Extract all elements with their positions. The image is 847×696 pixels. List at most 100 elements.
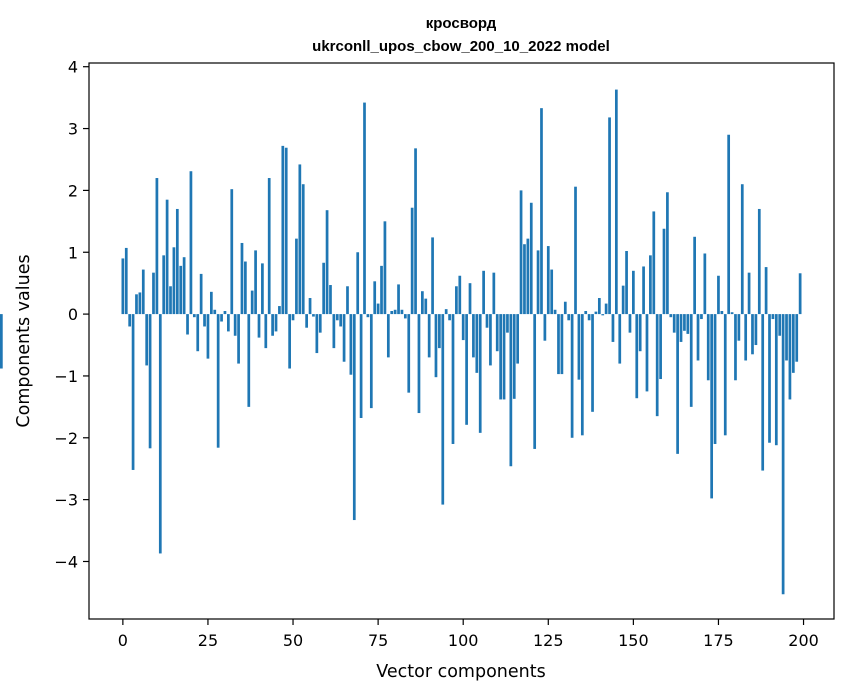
bar-138 <box>591 314 594 412</box>
bar-5 <box>138 292 142 315</box>
bar-11 <box>158 314 162 554</box>
bar-191 <box>771 314 775 320</box>
bar-140 <box>597 298 601 315</box>
bar-89 <box>424 298 428 315</box>
bar-182 <box>740 184 744 315</box>
bar-197 <box>791 314 795 373</box>
x-axis-label: Vector components <box>376 662 545 682</box>
bar-133 <box>574 186 577 315</box>
bar-168 <box>693 236 696 315</box>
bar-127 <box>553 309 557 315</box>
bar-104 <box>475 314 479 373</box>
bar-106 <box>482 270 485 315</box>
bar-186 <box>754 314 758 346</box>
chart-title-line-2: ukrconll_upos_cbow_200_10_2022 model <box>312 38 610 55</box>
bar-117 <box>519 190 523 315</box>
bar-78 <box>386 314 390 358</box>
bar-141 <box>601 314 605 316</box>
bar-159 <box>662 228 666 315</box>
bar-155 <box>649 255 652 315</box>
bar-147 <box>621 285 625 315</box>
bar-13 <box>165 199 169 315</box>
bar-82 <box>400 309 404 315</box>
bar-53 <box>301 184 305 315</box>
bar-112 <box>502 314 506 400</box>
bar-9 <box>152 272 155 315</box>
bar-84 <box>407 314 411 393</box>
bar-174 <box>713 314 717 444</box>
bar-35 <box>240 242 244 315</box>
bar-18 <box>182 257 186 315</box>
bar-139 <box>594 311 598 315</box>
x-tick-label-50: 50 <box>283 631 303 650</box>
bar-64 <box>339 314 343 327</box>
bar-63 <box>335 314 339 321</box>
bar-24 <box>203 314 206 327</box>
bar-153 <box>642 266 645 315</box>
bar-undefined <box>0 314 3 369</box>
bar-25 <box>206 314 210 359</box>
bar-17 <box>179 265 183 315</box>
bar-98 <box>455 286 458 315</box>
bar-76 <box>380 265 383 315</box>
bar-145 <box>614 89 618 315</box>
bar-81 <box>397 284 400 315</box>
y-tick-label-4: 4 <box>68 58 78 77</box>
y-tick-label--1: −1 <box>54 367 78 386</box>
x-tick-label-0: 0 <box>118 631 128 650</box>
bar-56 <box>312 314 315 317</box>
bar-163 <box>676 314 679 454</box>
bar-115 <box>512 314 516 399</box>
bar-32 <box>230 189 234 315</box>
bar-144 <box>611 314 615 342</box>
x-tick-label-25: 25 <box>198 631 218 650</box>
bar-114 <box>509 314 513 467</box>
bar-111 <box>499 314 502 400</box>
bar-34 <box>237 314 240 364</box>
bar-66 <box>346 286 349 315</box>
bar-157 <box>655 314 659 417</box>
bar-43 <box>267 178 271 315</box>
bar-146 <box>618 314 622 364</box>
bar-107 <box>485 314 489 328</box>
bar-158 <box>659 314 662 380</box>
plot-frame <box>88 62 835 620</box>
bar-44 <box>271 314 274 336</box>
x-tick-label-75: 75 <box>368 631 388 650</box>
bar-173 <box>710 314 714 499</box>
bar-62 <box>332 314 336 349</box>
bar-94 <box>441 314 445 505</box>
bar-103 <box>472 314 475 358</box>
bar-149 <box>628 314 632 333</box>
x-tick-label-150: 150 <box>618 631 649 650</box>
bar-198 <box>795 314 799 362</box>
bar-2 <box>128 314 132 327</box>
bar-67 <box>349 314 353 375</box>
bar-142 <box>604 303 608 315</box>
bar-161 <box>669 314 673 318</box>
bar-90 <box>427 314 431 358</box>
bar-120 <box>529 202 533 315</box>
bar-1 <box>124 247 128 315</box>
bar-135 <box>580 314 584 436</box>
bar-119 <box>526 238 530 315</box>
bar-65 <box>342 314 346 362</box>
bar-97 <box>451 314 455 444</box>
bar-23 <box>199 273 203 315</box>
bar-187 <box>757 208 761 315</box>
bar-188 <box>761 314 765 471</box>
bar-95 <box>444 309 448 315</box>
bar-143 <box>608 117 611 315</box>
bar-177 <box>723 314 727 436</box>
bar-42 <box>264 314 268 349</box>
bar-40 <box>257 314 261 338</box>
bar-176 <box>720 311 724 315</box>
bar-28 <box>216 314 220 448</box>
bar-166 <box>686 314 690 334</box>
bar-20 <box>189 171 193 315</box>
bar-71 <box>363 102 366 315</box>
y-tick-label-1: 1 <box>68 243 78 262</box>
bar-171 <box>703 253 707 315</box>
y-tick-label--3: −3 <box>54 491 78 510</box>
